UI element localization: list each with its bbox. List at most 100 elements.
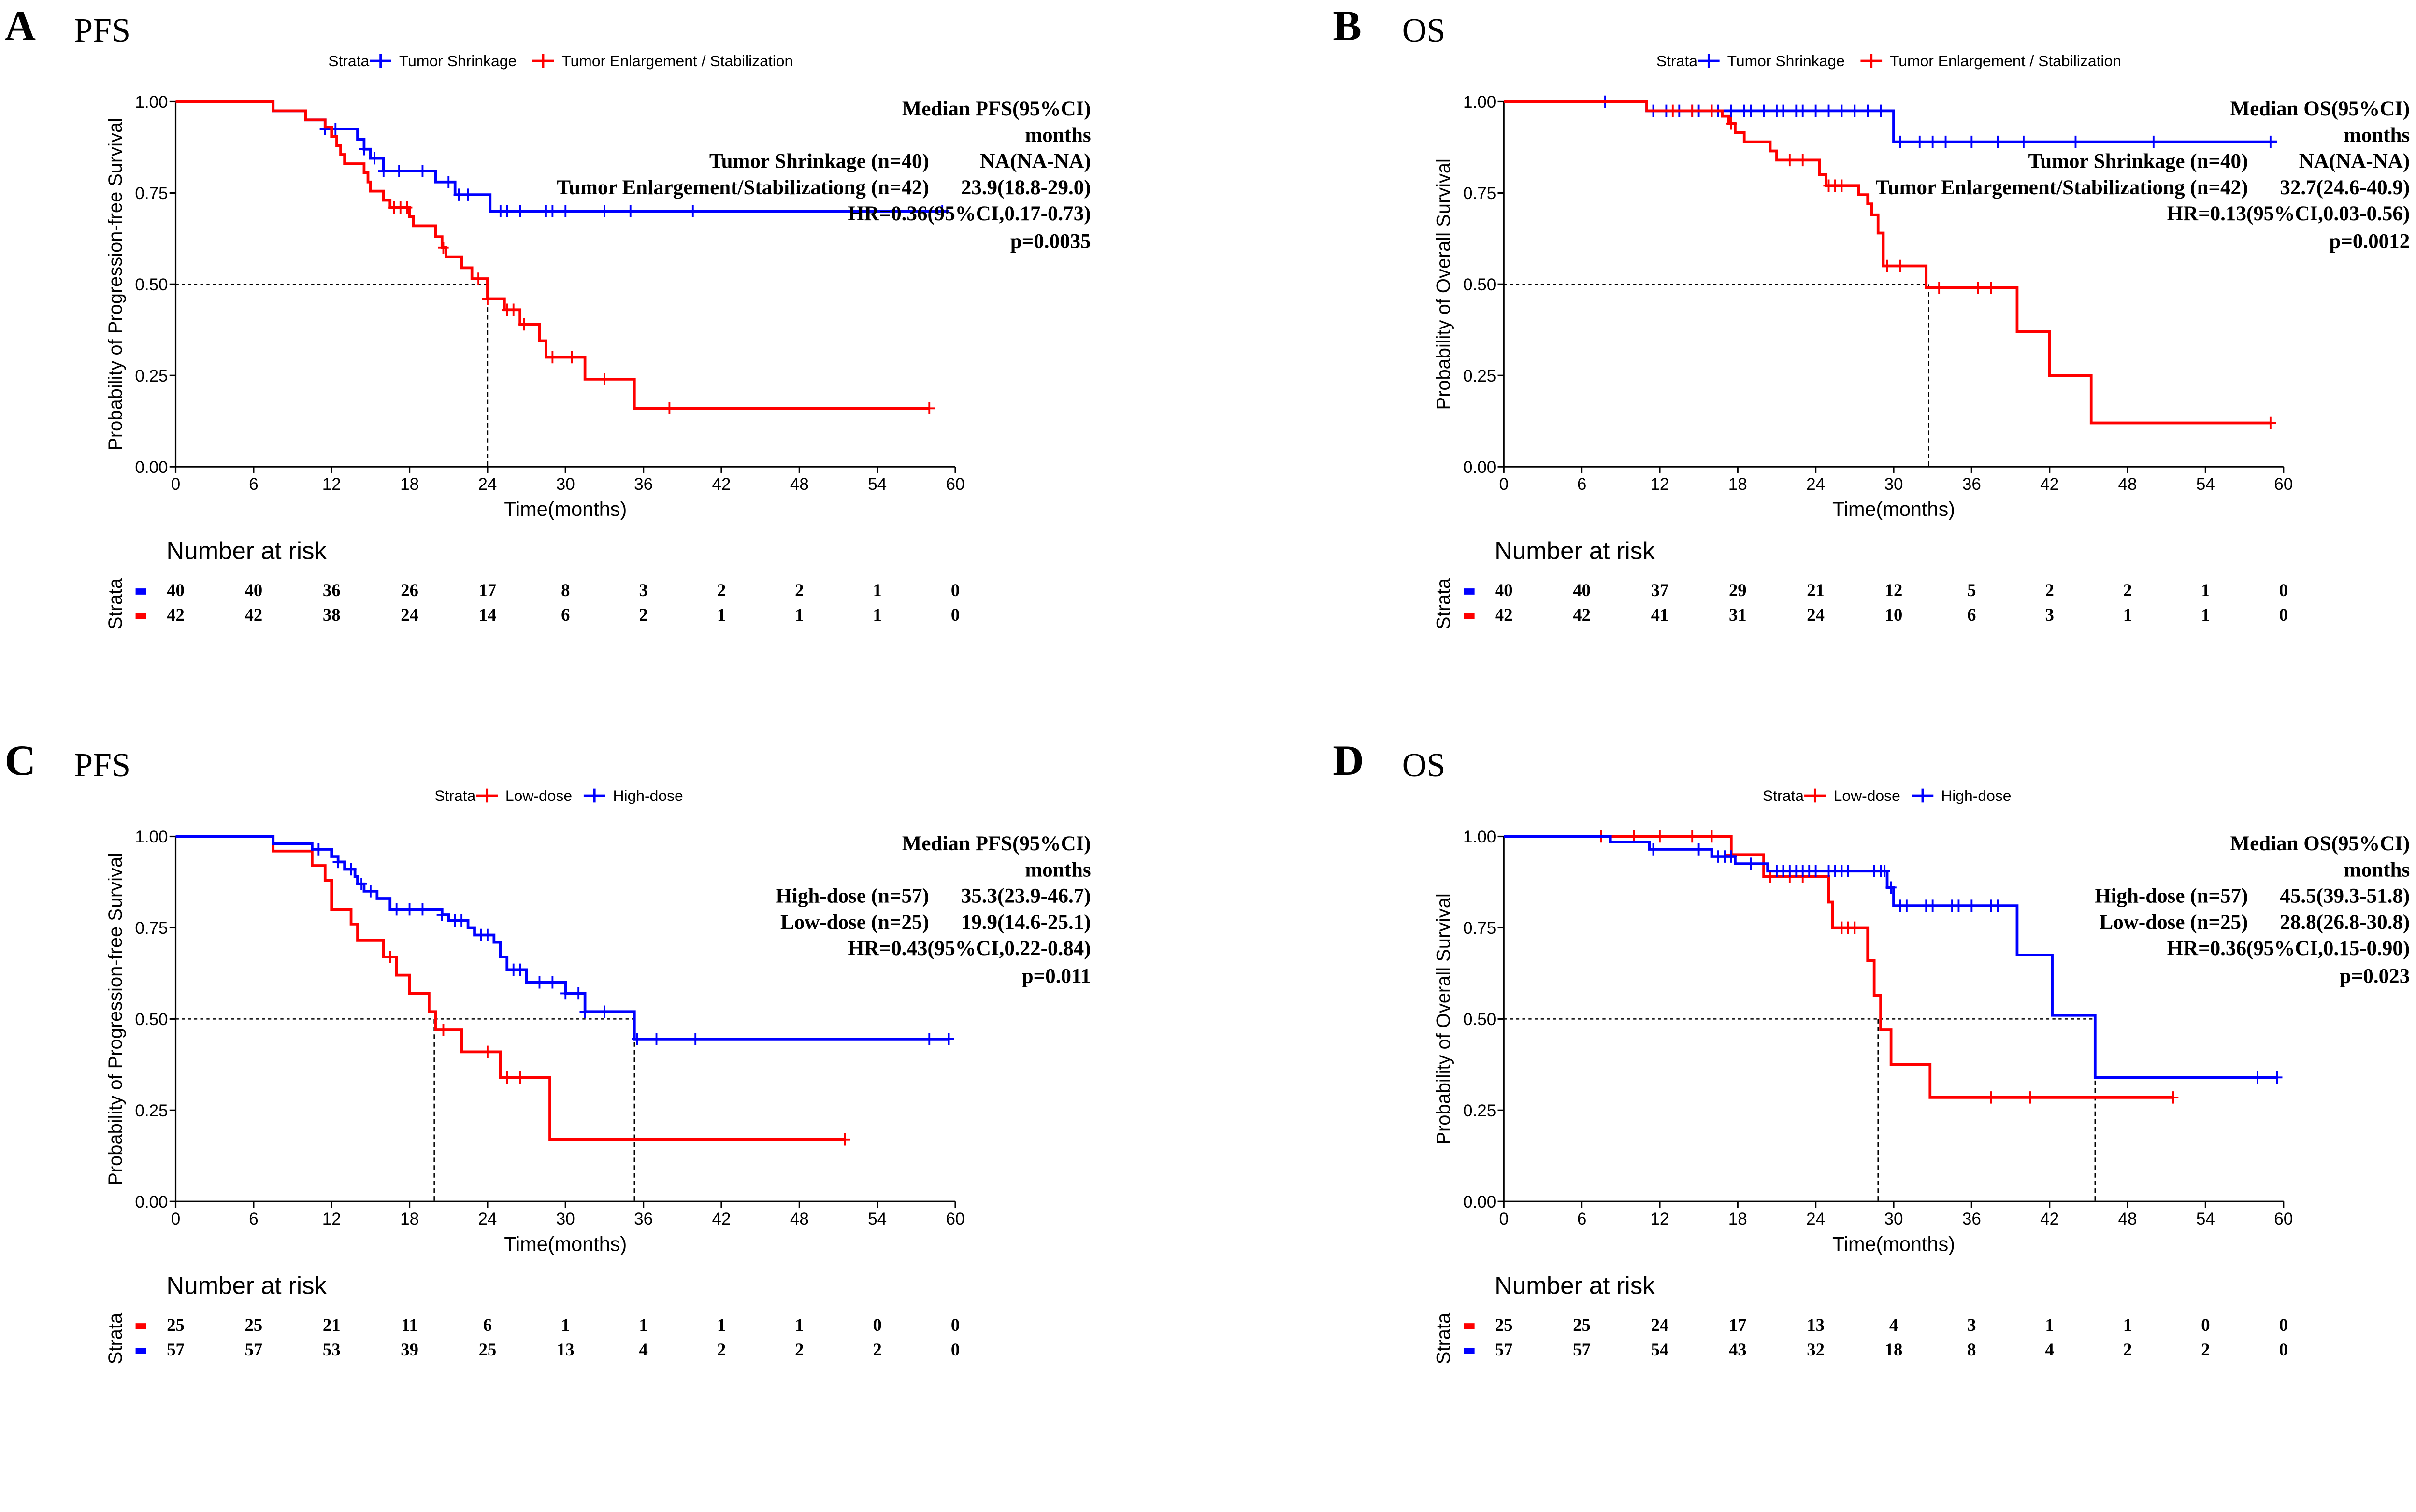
risk-cell: 2 — [717, 580, 726, 600]
censor-mark — [345, 863, 357, 876]
x-tick-label: 24 — [1806, 1210, 1825, 1228]
censor-mark — [1836, 104, 1847, 117]
censor-mark — [1985, 282, 1997, 294]
y-tick-label: 0.50 — [135, 1010, 168, 1029]
risk-cell: 32 — [1807, 1340, 1825, 1359]
censor-mark — [365, 885, 376, 898]
risk-cell: 25 — [1573, 1315, 1591, 1335]
risk-cell: 2 — [795, 580, 804, 600]
risk-cell: 0 — [951, 1315, 960, 1335]
risk-cell: 1 — [2201, 580, 2210, 600]
censor-mark — [1745, 857, 1756, 870]
annotation-p-value: p=0.0012 — [2329, 230, 2410, 253]
risk-cell: 39 — [401, 1340, 418, 1359]
censor-mark — [566, 351, 577, 364]
risk-cell: 42 — [1573, 605, 1591, 625]
y-tick-label: 0.25 — [1463, 367, 1496, 385]
censor-mark — [599, 205, 610, 217]
survival-curve-1 — [1504, 835, 2173, 1099]
x-tick-label: 18 — [400, 475, 419, 494]
annotation-group-label: Tumor Shrinkage (n=40) — [2028, 150, 2248, 173]
censor-mark — [1784, 154, 1796, 167]
censor-mark — [1823, 104, 1834, 117]
x-tick-label: 18 — [400, 1210, 419, 1228]
x-tick-label: 12 — [1650, 1210, 1669, 1228]
annotation-group-value: 32.7(24.6-40.9) — [2280, 176, 2410, 199]
censor-mark — [1797, 154, 1808, 167]
y-tick-label: 0.50 — [1463, 275, 1496, 294]
annotation-p-value: p=0.011 — [1022, 965, 1091, 987]
risk-cell: 1 — [717, 605, 726, 625]
censor-mark — [1810, 104, 1821, 117]
y-tick-label: 0.00 — [1463, 1193, 1496, 1212]
x-tick-label: 18 — [1728, 1210, 1747, 1228]
y-tick-label: 1.00 — [135, 827, 168, 846]
x-tick-label: 30 — [556, 1210, 575, 1228]
risk-cell: 40 — [1573, 580, 1591, 600]
risk-cell: 25 — [167, 1315, 185, 1335]
censor-mark — [385, 951, 396, 963]
censor-mark — [560, 987, 571, 1000]
censor-mark — [1810, 865, 1821, 878]
x-tick-label: 12 — [1650, 475, 1669, 494]
legend-title: Strata — [1763, 787, 1804, 804]
censor-mark — [924, 402, 935, 415]
y-tick-label: 0.50 — [1463, 1010, 1496, 1029]
censor-mark — [453, 188, 464, 201]
legend: Strata Tumor Shrinkage Tumor Enlargement /… — [1656, 52, 2121, 70]
x-tick-label: 48 — [2118, 475, 2137, 494]
censor-mark — [936, 205, 948, 217]
censor-mark — [436, 909, 447, 921]
risk-cell: 3 — [2045, 605, 2054, 625]
survival-curve-1 — [175, 835, 845, 1141]
censor-mark — [1992, 899, 2003, 912]
y-tick-label: 0.75 — [1463, 919, 1496, 938]
x-tick-label: 12 — [322, 475, 341, 494]
legend-label: High-dose — [1941, 787, 2011, 804]
x-tick-label: 6 — [1577, 475, 1587, 494]
risk-row-color-key — [135, 1348, 146, 1354]
risk-cell: 0 — [951, 605, 960, 625]
censor-mark — [1879, 865, 1890, 878]
x-tick-label: 42 — [712, 1210, 731, 1228]
risk-cell: 2 — [2045, 580, 2054, 600]
censor-mark — [1882, 259, 1893, 272]
risk-cell: 14 — [479, 605, 497, 625]
risk-cell: 25 — [1495, 1315, 1513, 1335]
censor-mark — [332, 856, 344, 869]
survival-curve-2 — [175, 835, 949, 1041]
censor-mark — [404, 903, 415, 916]
risk-row-color-key — [1464, 1348, 1475, 1354]
annotation-unit: months — [2344, 124, 2410, 146]
risk-cell: 18 — [1885, 1340, 1903, 1359]
x-tick-label: 24 — [1806, 475, 1825, 494]
risk-cell: 41 — [1651, 605, 1669, 625]
risk-cell: 1 — [639, 1315, 647, 1335]
censor-mark — [502, 1071, 513, 1084]
x-tick-label: 0 — [1499, 1210, 1509, 1228]
risk-cell: 6 — [561, 605, 570, 625]
annotation-heading: Median OS(95%CI) — [2230, 832, 2410, 855]
censor-mark — [573, 987, 584, 1000]
censor-mark — [514, 1071, 526, 1084]
risk-cell: 3 — [639, 580, 647, 600]
risk-cell: 1 — [717, 1315, 726, 1335]
annotation-heading: Median PFS(95%CI) — [902, 832, 1091, 855]
censor-mark — [579, 1005, 590, 1018]
censor-mark — [664, 402, 675, 415]
y-tick-label: 0.25 — [135, 367, 168, 385]
censor-mark — [438, 241, 449, 254]
censor-mark — [1940, 135, 1951, 148]
censor-mark — [473, 272, 484, 285]
censor-mark — [1726, 850, 1737, 863]
risk-cell: 24 — [1807, 605, 1825, 625]
risk-table-strata-label: Strata — [1433, 1312, 1454, 1364]
risk-cell: 37 — [1651, 580, 1669, 600]
x-tick-label: 6 — [1577, 1210, 1587, 1228]
annotation-group-label: High-dose (n=57) — [776, 885, 929, 908]
risk-cell: 8 — [1967, 1340, 1976, 1359]
censor-mark — [924, 1033, 935, 1045]
risk-cell: 53 — [323, 1340, 341, 1359]
panel-letter: A — [5, 2, 36, 50]
censor-mark — [1648, 843, 1659, 856]
